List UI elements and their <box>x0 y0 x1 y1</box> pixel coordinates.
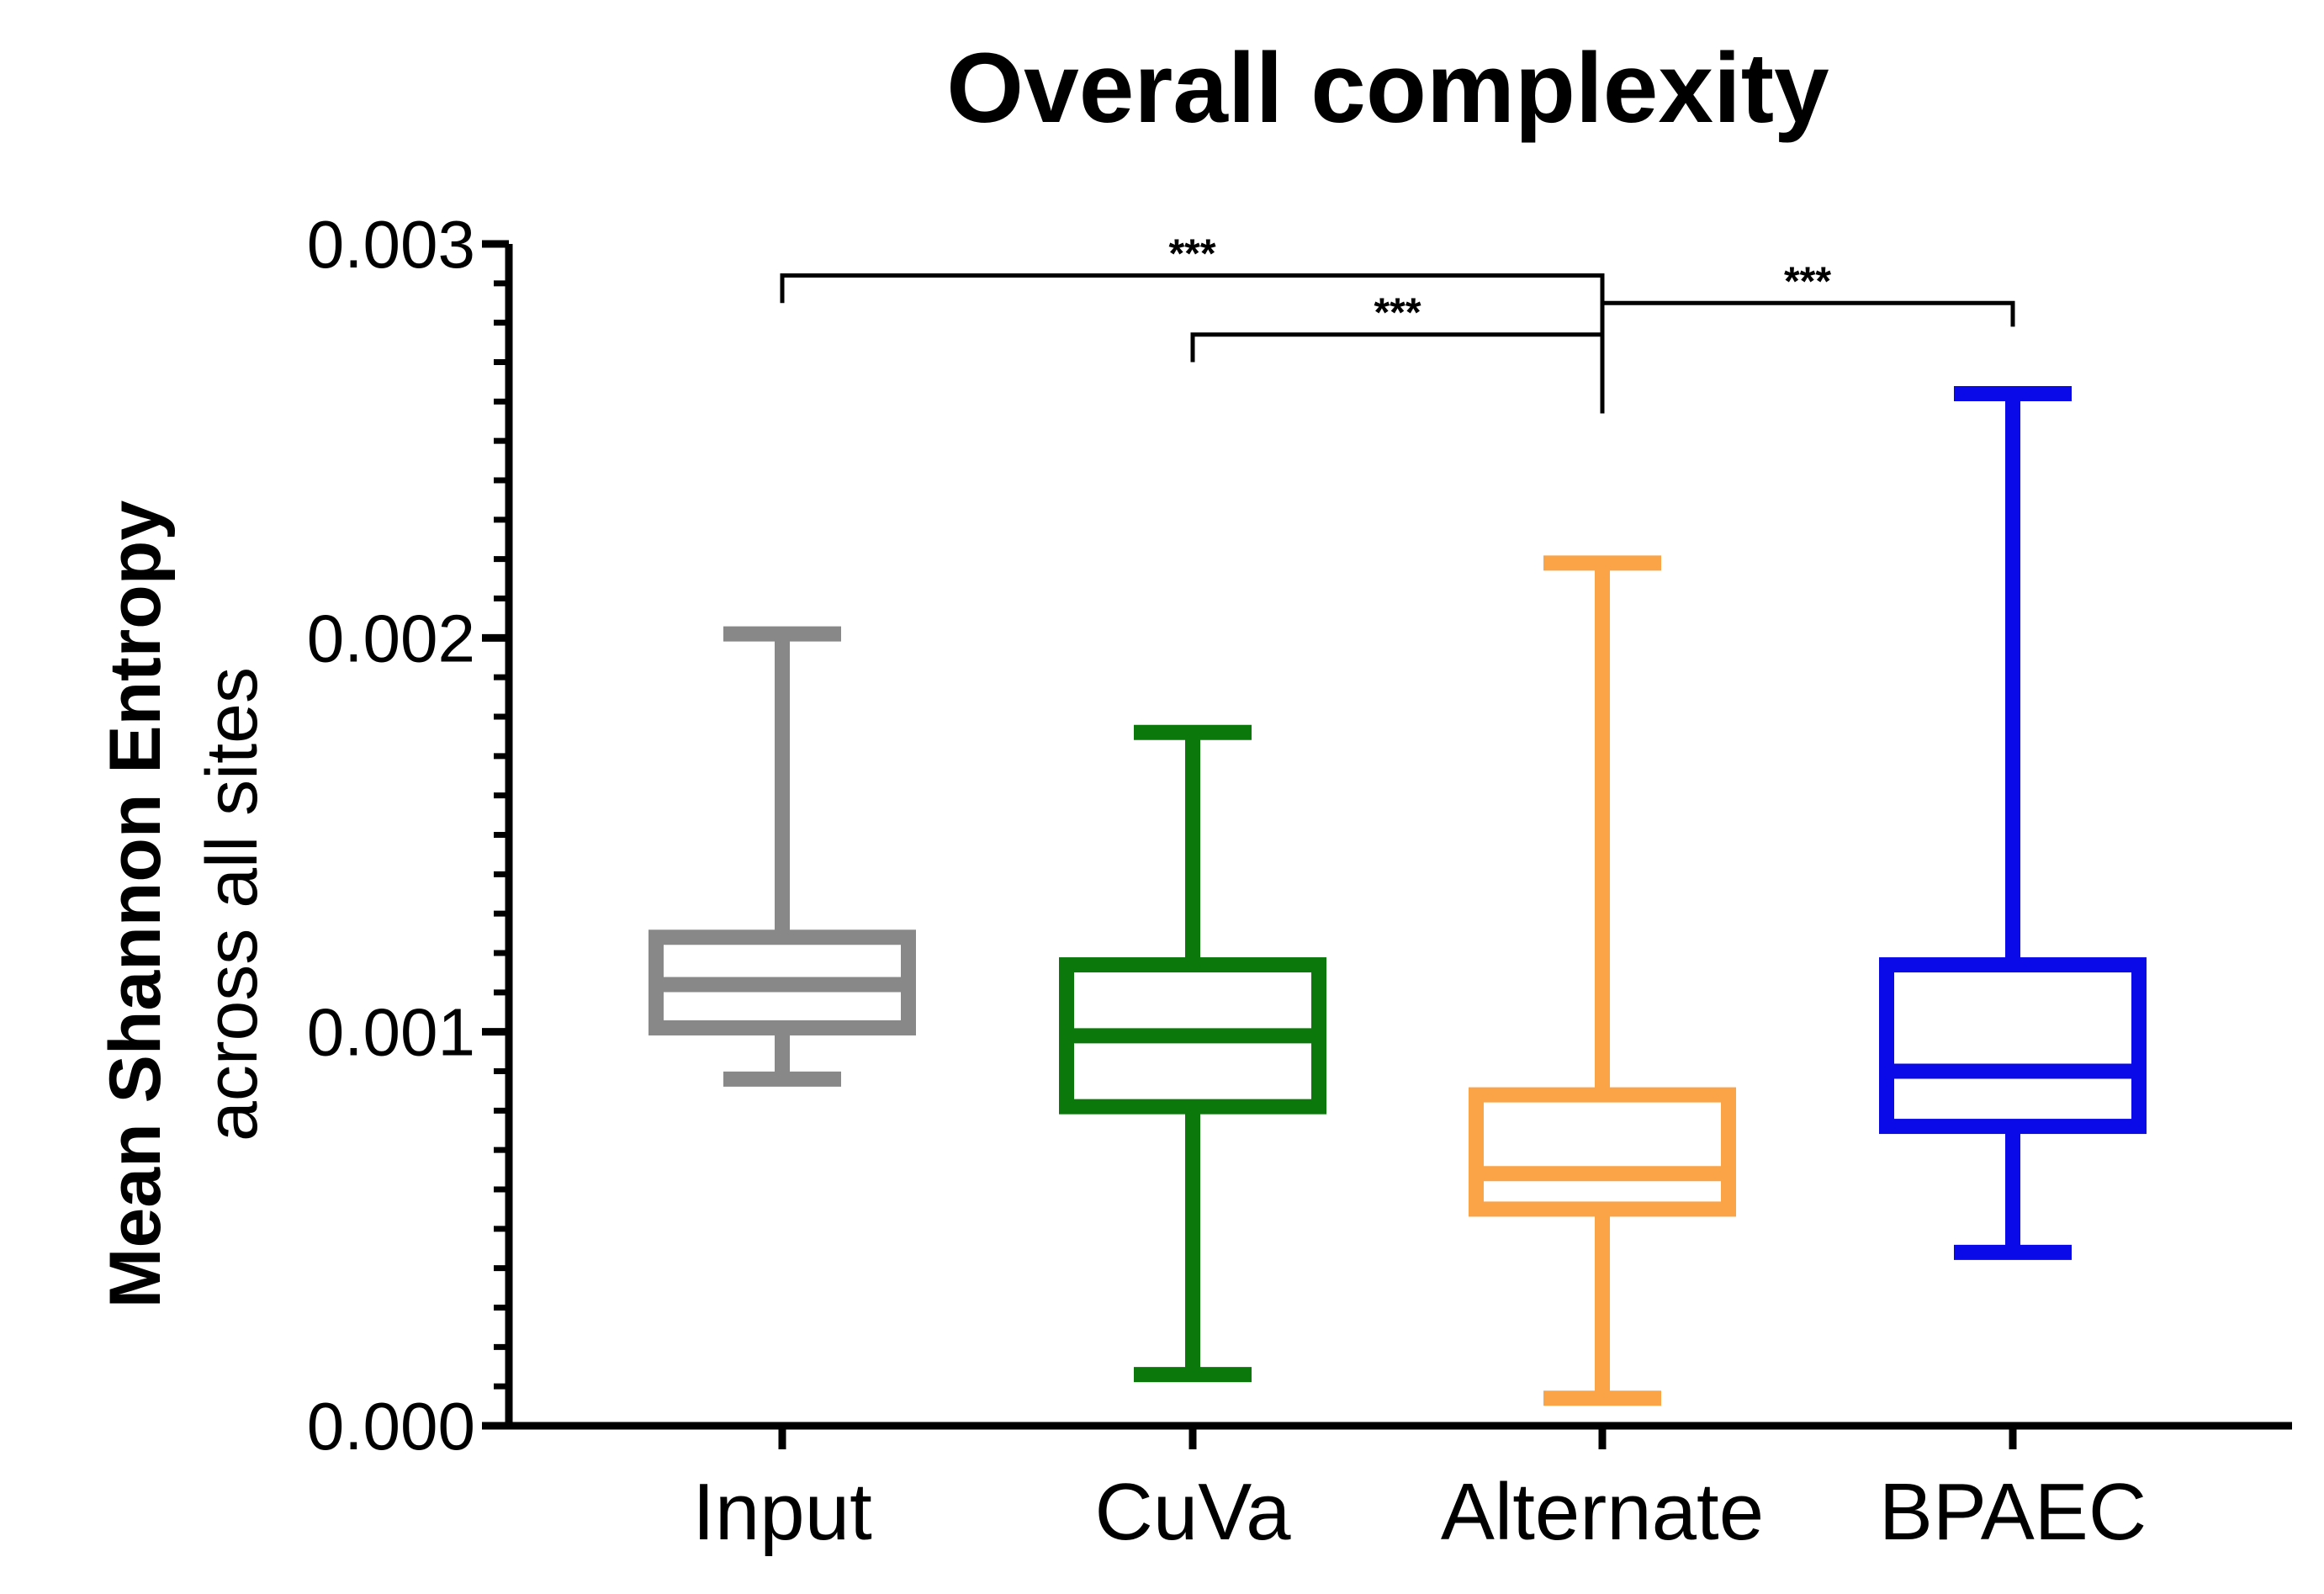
x-axis: Input CuVa Alternate BPAEC <box>506 1422 2292 1557</box>
significance-bracket: *** <box>1190 291 1605 414</box>
y-axis-label-sub: across all sites <box>192 667 273 1141</box>
chart-title: Overall complexity <box>946 33 1829 144</box>
y-tick-label: 0.003 <box>307 207 475 282</box>
significance-label: *** <box>1374 291 1421 336</box>
boxes-group <box>648 385 2147 1406</box>
x-tick-label-input: Input <box>692 1467 872 1557</box>
iqr-box <box>1879 957 2147 1135</box>
significance-bracket: *** <box>1600 259 2015 414</box>
significance-bracket: *** <box>780 231 1605 414</box>
significance-brackets: *** *** *** <box>780 231 2015 414</box>
significance-label: *** <box>1168 231 1215 276</box>
y-tick-label: 0.000 <box>307 1389 475 1464</box>
y-axis-title: Mean Shannon Entropy across all sites <box>95 500 273 1309</box>
bracket-line <box>1600 300 2015 414</box>
box-bpaec <box>1879 385 2147 1260</box>
y-axis-label-main: Mean Shannon Entropy <box>95 500 176 1309</box>
y-axis: 0.000 0.001 0.002 0.003 <box>307 207 513 1464</box>
bracket-line <box>1190 332 1605 414</box>
x-tick-label-cuva: CuVa <box>1094 1467 1291 1557</box>
x-tick-label-alternate: Alternate <box>1441 1467 1764 1557</box>
significance-label: *** <box>1784 259 1831 304</box>
y-tick-label: 0.002 <box>307 601 475 675</box>
y-tick-label: 0.001 <box>307 995 475 1070</box>
box-alternate <box>1469 555 1736 1406</box>
iqr-box <box>1469 1087 1736 1217</box>
box-input <box>648 626 916 1087</box>
x-tick-label-bpaec: BPAEC <box>1879 1467 2147 1557</box>
box-cuva <box>1059 724 1326 1383</box>
